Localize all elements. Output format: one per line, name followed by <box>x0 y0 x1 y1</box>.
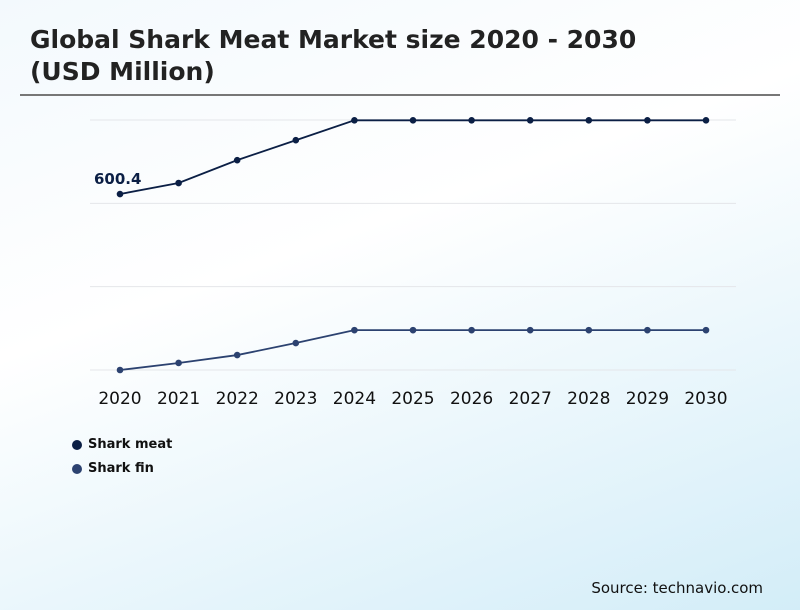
data-point <box>116 190 124 198</box>
data-point <box>702 116 710 124</box>
legend-label: Shark fin <box>88 461 154 476</box>
data-point <box>409 326 417 334</box>
data-point <box>526 116 534 124</box>
series-line-shark-meat <box>119 119 706 195</box>
legend-marker-icon <box>72 463 82 474</box>
data-point <box>116 366 124 374</box>
data-point <box>585 116 593 124</box>
x-tick-label: 2030 <box>684 389 727 409</box>
x-tick-label: 2029 <box>626 389 669 409</box>
title-divider <box>20 94 780 96</box>
data-point <box>468 116 475 124</box>
x-tick-label: 2024 <box>333 389 376 409</box>
data-point <box>175 179 182 187</box>
legend-marker-icon <box>72 439 82 450</box>
data-point <box>644 116 651 124</box>
data-point <box>468 326 475 334</box>
data-point <box>292 339 300 347</box>
data-point <box>585 326 593 334</box>
x-tick-label: 2026 <box>450 389 493 409</box>
x-tick-label: 2022 <box>216 389 259 409</box>
data-point <box>409 116 417 124</box>
data-point <box>351 116 358 124</box>
data-point <box>351 326 358 334</box>
source-note: Source: technavio.com <box>591 579 763 597</box>
data-point <box>526 326 534 334</box>
series-line-shark-fin <box>119 329 706 371</box>
x-tick-label: 2021 <box>157 389 200 409</box>
legend-item-shark-meat[interactable]: Shark meat <box>72 437 172 452</box>
data-point <box>233 351 241 359</box>
data-point <box>644 326 651 334</box>
legend-item-shark-fin[interactable]: Shark fin <box>72 461 154 476</box>
data-label: 600.4 <box>94 170 141 188</box>
data-point <box>292 136 300 144</box>
x-tick-label: 2025 <box>391 389 434 409</box>
x-tick-label: 2028 <box>567 389 610 409</box>
data-point <box>233 156 241 164</box>
x-tick-label: 2023 <box>274 389 317 409</box>
chart-title: Global Shark Meat Market size 2020 - 203… <box>30 25 637 86</box>
legend-label: Shark meat <box>88 437 173 452</box>
x-tick-label: 2027 <box>509 389 552 409</box>
data-point <box>175 359 182 367</box>
data-point <box>702 326 710 334</box>
x-tick-label: 2020 <box>98 389 141 409</box>
